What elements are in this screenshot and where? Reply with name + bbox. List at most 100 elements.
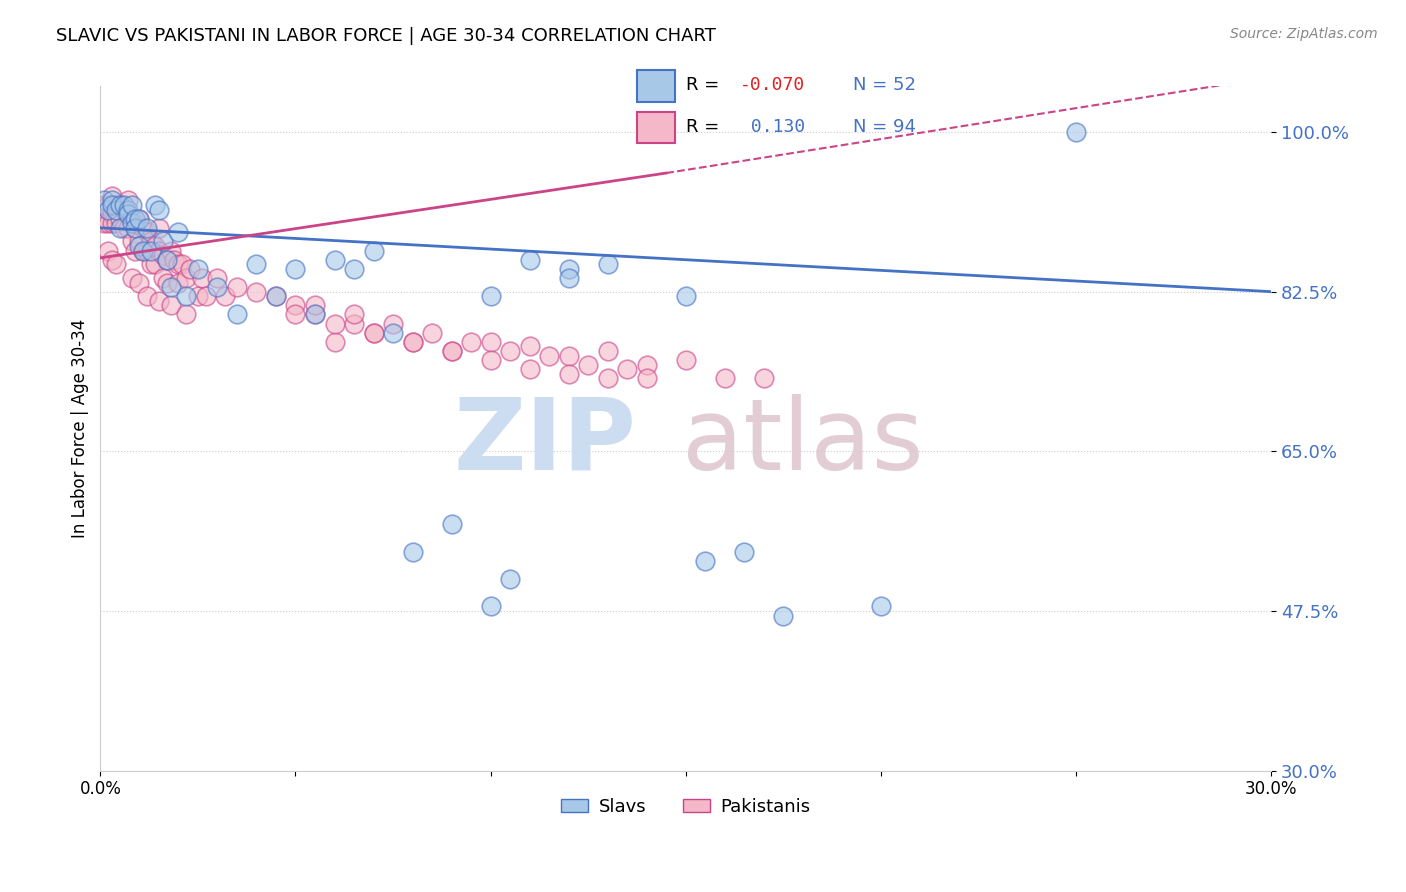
Point — [440, 517, 463, 532]
Point — [112, 202, 135, 217]
Point — [460, 334, 482, 349]
Point — [191, 271, 214, 285]
Point — [264, 289, 287, 303]
Text: R =: R = — [686, 118, 725, 136]
Text: atlas: atlas — [682, 393, 924, 491]
Point — [636, 358, 658, 372]
Point — [343, 261, 366, 276]
Point — [363, 244, 385, 258]
Point — [226, 308, 249, 322]
Point — [132, 244, 155, 258]
Point — [101, 194, 124, 208]
Point — [401, 334, 423, 349]
Point — [117, 202, 139, 217]
Point — [117, 207, 139, 221]
Point — [121, 198, 143, 212]
Point — [616, 362, 638, 376]
Point — [112, 198, 135, 212]
Point — [93, 216, 115, 230]
Point — [557, 367, 579, 381]
Point — [194, 289, 217, 303]
Point — [104, 257, 127, 271]
Point — [172, 257, 194, 271]
Point — [343, 317, 366, 331]
Point — [101, 252, 124, 267]
Point — [304, 308, 326, 322]
Point — [519, 252, 541, 267]
Text: R =: R = — [686, 76, 725, 94]
Point — [148, 220, 170, 235]
Point — [108, 220, 131, 235]
Point — [101, 198, 124, 212]
Point — [121, 271, 143, 285]
Point — [124, 220, 146, 235]
Point — [557, 271, 579, 285]
Point — [101, 216, 124, 230]
Point — [148, 202, 170, 217]
Point — [557, 349, 579, 363]
Text: N = 94: N = 94 — [853, 118, 917, 136]
Point — [869, 599, 891, 614]
Point — [479, 353, 502, 368]
Point — [401, 545, 423, 559]
Point — [143, 239, 166, 253]
Point — [104, 216, 127, 230]
Point — [139, 244, 162, 258]
Point — [245, 257, 267, 271]
Point — [264, 289, 287, 303]
Point — [675, 289, 697, 303]
Point — [363, 326, 385, 340]
Text: -0.070: -0.070 — [740, 76, 804, 94]
Point — [156, 252, 179, 267]
Point — [179, 261, 201, 276]
Point — [323, 252, 346, 267]
Point — [148, 293, 170, 308]
Point — [117, 194, 139, 208]
Point — [101, 207, 124, 221]
Point — [117, 220, 139, 235]
Point — [382, 317, 405, 331]
Point — [343, 308, 366, 322]
Point — [156, 276, 179, 290]
Point — [479, 599, 502, 614]
Point — [733, 545, 755, 559]
Point — [440, 343, 463, 358]
Point — [97, 244, 120, 258]
Point — [596, 343, 619, 358]
Point — [156, 252, 179, 267]
Point — [93, 198, 115, 212]
Point — [174, 289, 197, 303]
Point — [124, 220, 146, 235]
Point — [136, 244, 159, 258]
Point — [108, 211, 131, 226]
Point — [104, 198, 127, 212]
Point — [304, 298, 326, 312]
Point — [97, 198, 120, 212]
Point — [108, 198, 131, 212]
Y-axis label: In Labor Force | Age 30-34: In Labor Force | Age 30-34 — [72, 319, 89, 538]
Text: Source: ZipAtlas.com: Source: ZipAtlas.com — [1230, 27, 1378, 41]
Point — [132, 244, 155, 258]
Point — [93, 194, 115, 208]
Point — [124, 244, 146, 258]
Point — [112, 220, 135, 235]
Point — [772, 608, 794, 623]
Point — [152, 248, 174, 262]
Point — [167, 225, 190, 239]
Point — [136, 220, 159, 235]
Point — [538, 349, 561, 363]
Point — [159, 244, 181, 258]
Point — [117, 207, 139, 221]
Point — [245, 285, 267, 299]
Point — [108, 198, 131, 212]
Point — [101, 189, 124, 203]
Point — [519, 339, 541, 353]
Point — [139, 257, 162, 271]
Point — [304, 308, 326, 322]
Point — [596, 371, 619, 385]
Point — [596, 257, 619, 271]
Point — [636, 371, 658, 385]
Point — [128, 211, 150, 226]
Point — [187, 261, 209, 276]
Point — [401, 334, 423, 349]
